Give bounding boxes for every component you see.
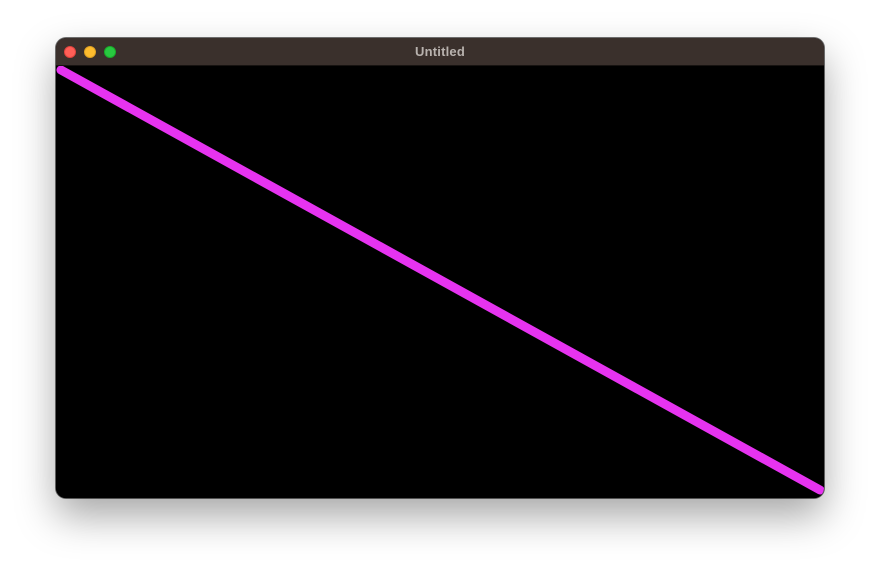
drawing-canvas[interactable]	[56, 66, 824, 498]
zoom-icon[interactable]	[104, 46, 116, 58]
diagonal-line	[56, 66, 824, 495]
window-title: Untitled	[415, 44, 465, 59]
title-bar[interactable]: Untitled	[56, 38, 824, 66]
close-icon[interactable]	[64, 46, 76, 58]
app-window: Untitled	[56, 38, 824, 498]
canvas-drawing	[56, 66, 824, 498]
minimize-icon[interactable]	[84, 46, 96, 58]
